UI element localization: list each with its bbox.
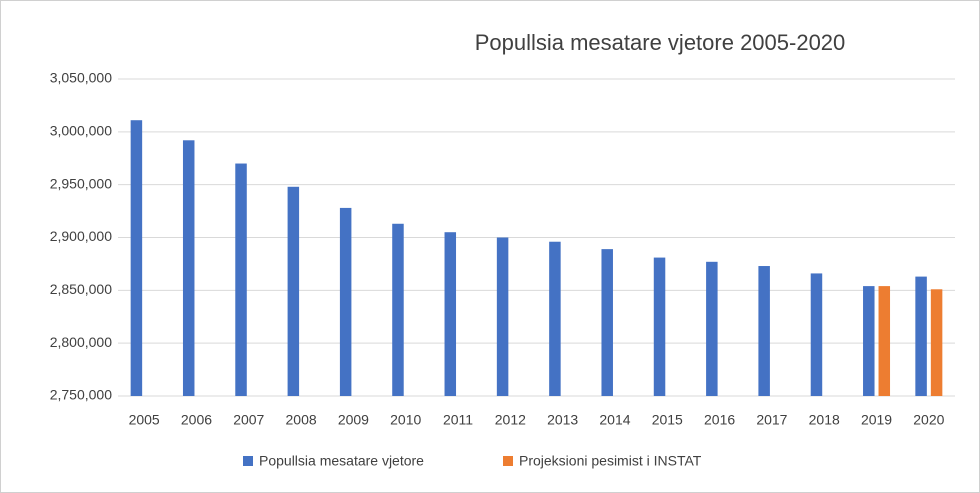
x-tick-label: 2015 xyxy=(652,412,683,428)
x-tick-label: 2005 xyxy=(129,412,160,428)
bar xyxy=(810,273,823,396)
bar xyxy=(758,266,770,396)
bar xyxy=(182,140,195,396)
x-tick-label: 2008 xyxy=(286,412,317,428)
bar xyxy=(235,163,247,396)
bar xyxy=(653,257,666,396)
x-tick-label: 2020 xyxy=(913,412,944,428)
legend-swatch xyxy=(503,456,513,466)
x-tick-label: 2006 xyxy=(181,412,212,428)
y-tick-label: 2,750,000 xyxy=(50,387,112,403)
y-tick-label: 2,950,000 xyxy=(50,175,112,191)
y-tick-label: 2,850,000 xyxy=(50,281,112,297)
bar xyxy=(878,286,891,396)
bar xyxy=(706,261,718,396)
x-tick-label: 2012 xyxy=(495,412,526,428)
x-tick-label: 2011 xyxy=(443,412,473,428)
y-tick-label: 3,000,000 xyxy=(50,123,112,139)
chart-title: Popullsia mesatare vjetore 2005-2020 xyxy=(475,30,846,55)
bar xyxy=(392,223,404,396)
bar xyxy=(444,232,457,396)
y-tick-label: 3,050,000 xyxy=(50,70,112,86)
bar xyxy=(915,276,927,396)
bar xyxy=(130,120,143,397)
bar xyxy=(496,237,509,396)
y-tick-label: 2,900,000 xyxy=(50,228,112,244)
bar xyxy=(930,289,943,396)
bar xyxy=(549,241,561,396)
x-tick-label: 2009 xyxy=(338,412,369,428)
legend-label: Popullsia mesatare vjetore xyxy=(259,453,424,469)
legend-label: Projeksioni pesimist i INSTAT xyxy=(519,453,702,469)
x-tick-label: 2014 xyxy=(599,412,630,428)
x-tick-label: 2018 xyxy=(809,412,840,428)
bar xyxy=(863,286,875,396)
y-tick-label: 2,800,000 xyxy=(50,334,112,350)
bar xyxy=(601,249,613,396)
x-tick-label: 2007 xyxy=(233,412,264,428)
x-tick-label: 2016 xyxy=(704,412,735,428)
bar xyxy=(339,207,352,396)
bar xyxy=(287,186,300,396)
x-tick-label: 2019 xyxy=(861,412,892,428)
x-tick-label: 2017 xyxy=(756,412,787,428)
x-tick-label: 2010 xyxy=(390,412,421,428)
x-tick-label: 2013 xyxy=(547,412,578,428)
legend-swatch xyxy=(243,456,253,466)
